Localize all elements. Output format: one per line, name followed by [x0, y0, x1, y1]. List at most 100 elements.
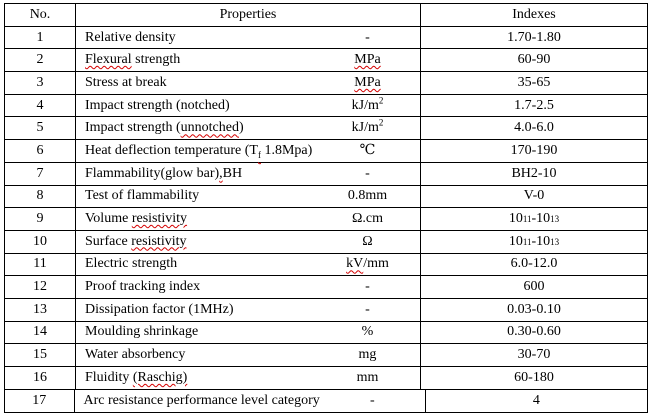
row-number: 5 — [5, 117, 76, 140]
row-number: 9 — [5, 208, 76, 230]
table-body: 1 Relative density - 1.70-1.80 2 Flexura… — [5, 26, 647, 413]
property-unit: kV/mm — [346, 256, 389, 272]
property-unit: % — [361, 324, 374, 340]
property-cell: Electric strength kV/mm — [76, 254, 420, 276]
property-unit: Ω — [362, 233, 373, 249]
row-number: 12 — [5, 276, 76, 298]
property-name: Test of flammability — [85, 188, 200, 204]
property-name: Dissipation factor (1MHz) — [85, 301, 234, 317]
property-cell: Flexural strength MPa — [76, 49, 420, 71]
index-value: 170-190 — [420, 140, 647, 162]
property-name: Flexural strength — [85, 52, 181, 68]
property-cell: Moulding shrinkage % — [76, 322, 420, 344]
table-row: 12 Proof tracking index - 600 — [5, 276, 647, 299]
property-unit: kJ/m2 — [351, 94, 384, 113]
property-cell: Stress at break MPa — [76, 72, 420, 94]
property-name: Relative density — [85, 29, 176, 45]
table-row: 7 Flammability(glow bar),BH - BH2-10 — [5, 162, 647, 186]
property-name: Water absorbency — [85, 347, 186, 363]
index-value: 4.0-6.0 — [420, 117, 647, 140]
property-cell: Surface resistivity Ω — [76, 231, 420, 253]
property-unit: - — [369, 393, 375, 409]
index-value: 60-90 — [420, 49, 647, 72]
header-indexes: Indexes — [420, 4, 647, 26]
row-number: 2 — [5, 49, 76, 72]
property-unit: - — [365, 279, 370, 295]
row-number: 11 — [5, 253, 76, 276]
property-unit: - — [365, 29, 370, 45]
table-row: 15 Water absorbency mg 30-70 — [5, 344, 647, 367]
property-unit: - — [365, 165, 370, 181]
property-unit: MPa — [354, 74, 381, 90]
property-cell: Impact strength (unnotched) kJ/m2 — [76, 117, 420, 139]
property-unit: mm — [356, 369, 379, 385]
property-name: Surface resistivity — [85, 233, 187, 249]
header-properties: Properties — [219, 6, 277, 22]
row-number: 7 — [5, 162, 76, 185]
table-row: 17 Arc resistance performance level cate… — [5, 389, 647, 413]
row-number: 13 — [5, 298, 76, 321]
table-row: 1 Relative density - 1.70-1.80 — [5, 26, 647, 50]
property-cell: Arc resistance performance level categor… — [75, 390, 425, 413]
table-row: 16 Fluidity (Raschig) mm 60-180 — [5, 367, 647, 390]
property-name: Fluidity (Raschig) — [85, 369, 188, 385]
index-value: V-0 — [420, 185, 647, 208]
property-unit: 0.8mm — [347, 188, 388, 204]
table-row: 2 Flexural strength MPa 60-90 — [5, 49, 647, 73]
property-name: Flammability(glow bar),BH — [85, 165, 243, 181]
header-no: No. — [5, 4, 76, 26]
table-row: 13 Dissipation factor (1MHz) - 0.03-0.10 — [5, 298, 647, 322]
property-cell: Flammability(glow bar),BH - — [76, 163, 420, 185]
row-number: 16 — [5, 367, 76, 389]
table-row: 11 Electric strength kV/mm 6.0-12.0 — [5, 253, 647, 277]
index-value: 35-65 — [420, 72, 647, 94]
row-number: 15 — [5, 344, 76, 366]
index-value: 30-70 — [420, 344, 647, 366]
index-value: 10 11 -10 13 — [420, 208, 647, 230]
property-name: Volume resistivity — [85, 211, 188, 227]
index-value: BH2-10 — [420, 162, 647, 185]
index-value: 1.70-1.80 — [420, 26, 647, 49]
property-cell: Test of flammability 0.8mm — [76, 186, 420, 208]
property-name: Electric strength — [85, 256, 178, 272]
row-number: 10 — [5, 230, 76, 253]
table-row: 3 Stress at break MPa 35-65 — [5, 72, 647, 95]
row-number: 17 — [5, 389, 75, 413]
table-header-row: No. Properties Indexes — [5, 4, 647, 27]
property-cell: Impact strength (notched) kJ/m2 — [76, 95, 420, 117]
property-name: Impact strength (unnotched) — [85, 120, 244, 136]
row-number: 8 — [5, 185, 76, 208]
property-unit: mg — [358, 347, 377, 363]
property-unit: Ω.cm — [351, 211, 383, 227]
row-number: 14 — [5, 321, 76, 344]
row-number: 1 — [5, 26, 76, 49]
property-name: Proof tracking index — [85, 279, 201, 295]
property-cell: Relative density - — [76, 27, 420, 49]
property-cell: Fluidity (Raschig) mm — [76, 367, 420, 389]
property-cell: Proof tracking index - — [76, 276, 420, 298]
index-value: 600 — [420, 276, 647, 298]
table-row: 4 Impact strength (notched) kJ/m2 1.7-2.… — [5, 94, 647, 118]
index-value: 4 — [424, 389, 647, 413]
index-value: 0.03-0.10 — [420, 298, 647, 321]
index-value: 60-180 — [420, 367, 647, 389]
property-name: Impact strength (notched) — [85, 97, 230, 113]
property-cell: Dissipation factor (1MHz) - — [76, 299, 420, 321]
index-value: 0.30-0.60 — [420, 321, 647, 344]
table-row: 14 Moulding shrinkage % 0.30-0.60 — [5, 321, 647, 345]
property-name: Stress at break — [85, 74, 167, 90]
property-name: Moulding shrinkage — [85, 324, 199, 340]
property-unit: - — [365, 301, 370, 317]
property-cell: Water absorbency mg — [76, 344, 420, 366]
property-cell: Heat deflection temperature (Tf 1.8Mpa) … — [76, 140, 420, 162]
table-row: 5 Impact strength (unnotched) kJ/m2 4.0-… — [5, 117, 647, 141]
property-unit: kJ/m2 — [351, 117, 384, 136]
property-name: Heat deflection temperature (Tf 1.8Mpa) — [85, 142, 313, 160]
index-value: 1.7-2.5 — [420, 94, 647, 117]
row-number: 4 — [5, 94, 76, 117]
table-row: 6 Heat deflection temperature (Tf 1.8Mpa… — [5, 140, 647, 163]
properties-table: No. Properties Indexes 1 Relative densit… — [4, 3, 648, 414]
property-unit: ℃ — [359, 143, 376, 159]
property-unit: MPa — [354, 52, 381, 68]
